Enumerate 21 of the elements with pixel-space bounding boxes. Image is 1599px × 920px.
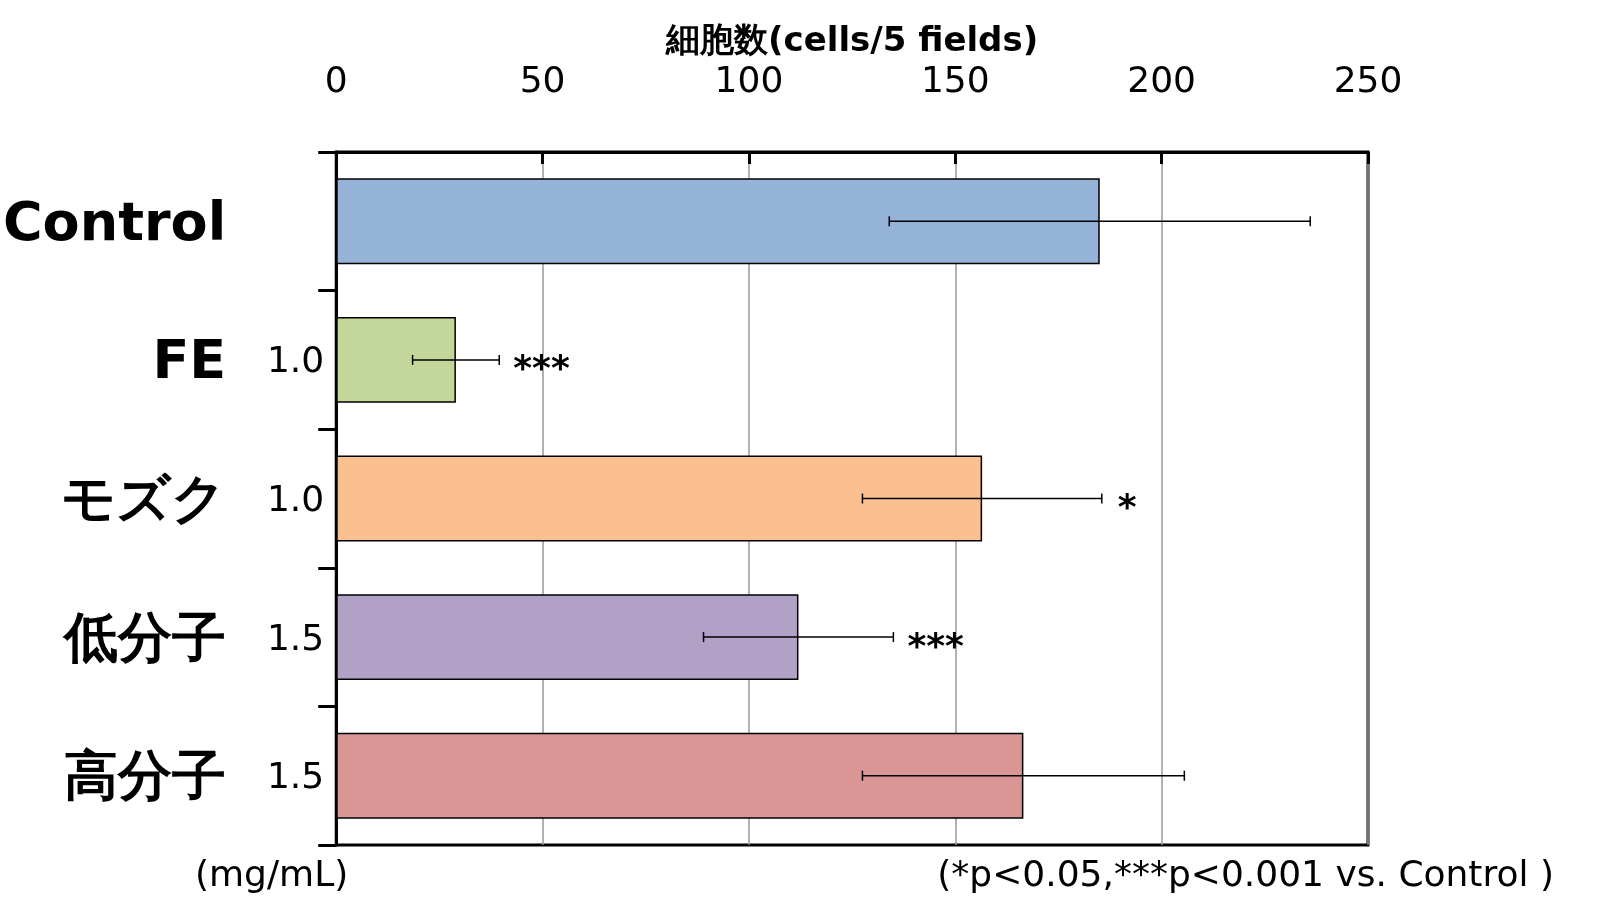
y-tick-label: 低分子 [62,605,227,669]
annotation: * [1117,486,1137,527]
y-tick-label: FE [152,328,227,392]
x-tick-label: 200 [1127,58,1196,100]
x-tick-label: 150 [920,58,990,100]
text: (*p<0.05,***p<0.001 vs. Control ) [937,852,1554,894]
text: 1.0 [266,478,325,519]
text: 1.5 [266,755,325,797]
y-tick-label: モズク [61,467,227,530]
text: 1.5 [266,616,325,658]
x-tick-label: 100 [714,58,784,100]
x-tick-label: 250 [1333,58,1403,100]
x-axis-title: 細胞数(cells/5 fields) [664,19,1039,60]
text: 1.0 [266,339,325,381]
y-tick-label: 高分子 [64,744,227,808]
x-tick-label: 50 [519,58,566,100]
text: (mg/mL) [195,852,349,894]
y-tick-label: Control [2,189,227,253]
annotation: *** [907,624,965,666]
x-tick-label: 0 [324,58,348,100]
annotation: *** [513,347,570,389]
